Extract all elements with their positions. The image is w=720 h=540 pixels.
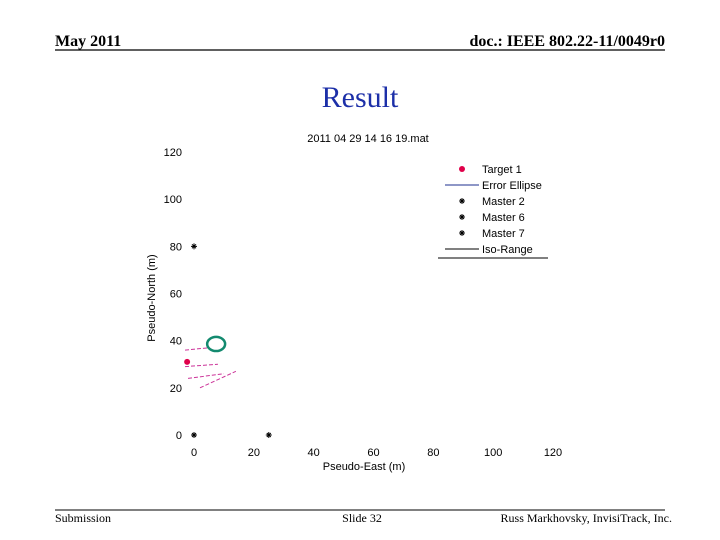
footer-center: Slide 32 [342, 511, 382, 525]
legend-swatch [459, 198, 465, 204]
legend-label: Target 1 [482, 164, 522, 176]
y-tick-label: 80 [170, 241, 182, 253]
iso-range-line [187, 373, 224, 379]
legend-swatch [459, 230, 465, 236]
x-tick-label: 60 [367, 447, 379, 459]
legend-label: Error Ellipse [482, 180, 542, 192]
iso-range-line [184, 347, 210, 351]
target-point [184, 358, 191, 365]
footer-right: Russ Markhovsky, InvisiTrack, Inc. [501, 511, 672, 525]
y-tick-label: 100 [164, 194, 182, 206]
x-tick-label: 0 [191, 447, 197, 459]
master-point [265, 432, 272, 438]
legend-label: Master 6 [482, 212, 525, 224]
iso-range-line [199, 370, 237, 389]
y-tick-label: 120 [164, 147, 182, 159]
header-date: May 2011 [55, 33, 121, 50]
legend-swatch [459, 166, 465, 172]
y-tick-label: 60 [170, 289, 182, 301]
x-tick-label: 20 [248, 447, 260, 459]
legend-label: Iso-Range [482, 244, 533, 256]
master-point [191, 432, 197, 438]
x-axis-label: Pseudo-East (m) [323, 461, 406, 473]
y-tick-label: 0 [176, 430, 182, 442]
y-tick-label: 20 [170, 383, 182, 395]
error-ellipse [205, 335, 227, 353]
x-tick-label: 100 [484, 447, 502, 459]
master-point [191, 243, 197, 250]
y-axis-label: Pseudo-North (m) [146, 254, 158, 341]
chart-title: 2011 04 29 14 16 19.mat [307, 133, 429, 145]
legend-label: Master 7 [482, 228, 525, 240]
x-tick-label: 80 [427, 447, 439, 459]
x-tick-label: 40 [308, 447, 320, 459]
footer-left: Submission [55, 511, 111, 525]
iso-range-line [184, 363, 218, 368]
x-tick-label: 120 [544, 447, 562, 459]
y-tick-label: 40 [170, 336, 182, 348]
legend-swatch [459, 214, 465, 220]
slide-title: Result [322, 81, 399, 114]
legend-label: Master 2 [482, 196, 525, 208]
header-doc: doc.: IEEE 802.22-11/0049r0 [469, 33, 665, 50]
